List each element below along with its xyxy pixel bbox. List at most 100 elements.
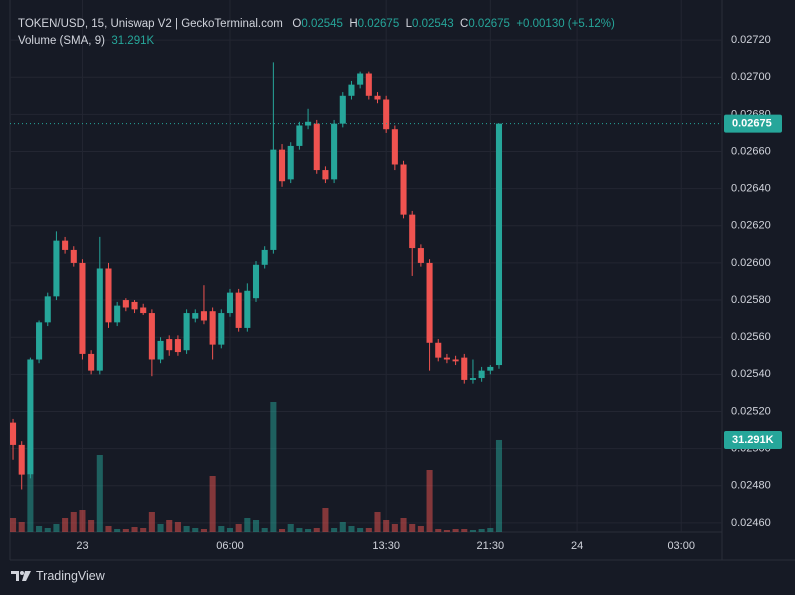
y-tick-label: 0.02640 xyxy=(731,183,771,195)
candle-body xyxy=(148,313,155,360)
volume-bar xyxy=(10,518,17,532)
volume-bar xyxy=(192,528,199,532)
ohlc-key: L xyxy=(405,18,413,30)
candle-body xyxy=(10,422,17,445)
y-tick-label: 0.02700 xyxy=(731,71,771,83)
volume-value: 31.291K xyxy=(111,35,155,47)
candle-body xyxy=(478,370,485,379)
brand-logo xyxy=(11,571,31,581)
volume-bar xyxy=(391,524,398,532)
volume-bar xyxy=(296,528,303,532)
candle-body xyxy=(252,264,260,299)
candle-body xyxy=(105,268,112,323)
y-tick-label: 0.02580 xyxy=(731,294,771,306)
volume-title: Volume (SMA, 9) xyxy=(18,35,105,47)
volume-bar xyxy=(495,439,503,532)
volume-bar xyxy=(417,526,424,532)
candle-body xyxy=(469,378,476,380)
candle-body xyxy=(279,149,286,182)
volume-bar xyxy=(383,520,390,532)
y-tick-label: 0.02660 xyxy=(731,145,771,157)
candle-body xyxy=(114,305,121,323)
volume-bar xyxy=(348,526,355,532)
volume-bar xyxy=(88,520,95,532)
axis: 0.027200.027000.026800.026600.026400.026… xyxy=(76,34,782,552)
y-tick-label: 0.02720 xyxy=(731,34,771,46)
x-tick-label: 23 xyxy=(76,540,88,552)
candle-body xyxy=(44,296,51,323)
candle-body xyxy=(409,214,416,249)
volume-bar xyxy=(339,522,346,532)
volume-bar xyxy=(166,520,173,532)
y-tick-label: 0.02480 xyxy=(731,480,771,492)
ohlc-value: 0.02675 xyxy=(357,18,400,30)
candle-body xyxy=(70,249,77,263)
ohlc-value: 0.02545 xyxy=(301,18,343,30)
candle-body xyxy=(426,262,433,343)
y-tick-label: 0.02560 xyxy=(731,331,771,343)
volume-bar xyxy=(122,529,129,532)
volume-bar xyxy=(461,529,468,532)
volume-bar xyxy=(209,476,216,532)
candle-body xyxy=(36,322,43,360)
candle-body xyxy=(391,129,398,165)
volume-bar xyxy=(62,518,69,532)
volume-bar xyxy=(313,528,320,532)
volume-bar xyxy=(357,528,364,532)
candle-body xyxy=(443,357,450,360)
volume-bar xyxy=(70,512,77,532)
last-price-tag xyxy=(724,114,782,133)
candle-body xyxy=(287,145,294,180)
volume-bar xyxy=(487,528,494,532)
candle-body xyxy=(383,99,390,130)
volume-bar xyxy=(131,527,138,532)
candle-body xyxy=(62,240,69,250)
candle-body xyxy=(270,149,277,250)
ohlc-value: 0.02675 xyxy=(468,18,510,30)
candle-body xyxy=(296,125,303,146)
volume-bar xyxy=(443,530,450,532)
volume-bar xyxy=(218,526,225,532)
volume-bar xyxy=(235,524,242,532)
candle-body xyxy=(357,73,364,85)
volume-bar xyxy=(322,508,329,532)
volume-tag-label: 31.291K xyxy=(732,434,774,446)
footer[interactable]: TradingView xyxy=(10,569,105,583)
volume-bar xyxy=(469,530,476,532)
candle-body xyxy=(339,95,346,124)
brand-name: TradingView xyxy=(36,569,105,583)
volume-bar xyxy=(331,528,338,532)
candle-body xyxy=(140,307,147,314)
volume-bar xyxy=(409,524,416,532)
volume-bar xyxy=(44,528,51,532)
legend: TOKEN/USD, 15, Uniswap V2 | GeckoTermina… xyxy=(18,16,615,50)
candle-body xyxy=(192,313,199,319)
ohlc-key: C xyxy=(460,18,469,30)
x-tick-label: 06:00 xyxy=(216,540,244,552)
volume-bar xyxy=(435,529,442,532)
volume-bar xyxy=(287,524,294,532)
candle-body xyxy=(331,123,338,180)
volume-bar xyxy=(200,529,207,532)
candle-body xyxy=(365,73,372,96)
candle-body xyxy=(27,359,34,475)
volume-bar xyxy=(270,402,277,532)
candle-body xyxy=(122,300,129,308)
candle-body xyxy=(18,444,25,475)
candle-body xyxy=(166,339,173,351)
candle-body xyxy=(348,84,355,96)
volume-bar xyxy=(226,528,234,532)
volume-bar xyxy=(148,512,155,532)
candle-body xyxy=(209,311,216,345)
volume-bar xyxy=(365,528,372,532)
volume-bar xyxy=(105,526,112,532)
candle-body xyxy=(79,262,86,354)
volume-bar xyxy=(96,455,103,532)
volume-tag xyxy=(724,430,782,449)
volume-bar xyxy=(53,524,60,532)
ohlc-row: TOKEN/USD, 15, Uniswap V2 | GeckoTermina… xyxy=(18,16,615,33)
volume-bar xyxy=(244,518,251,532)
volume-bar xyxy=(114,529,121,532)
